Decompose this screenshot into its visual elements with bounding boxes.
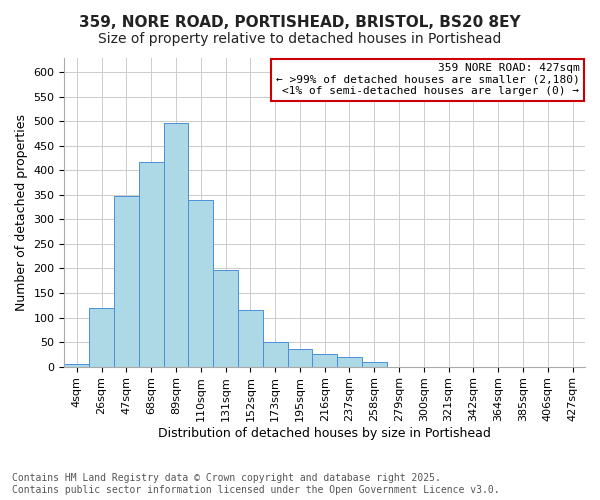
Bar	[89, 308, 114, 366]
Text: Contains HM Land Registry data © Crown copyright and database right 2025.
Contai: Contains HM Land Registry data © Crown c…	[12, 474, 500, 495]
Bar	[164, 123, 188, 366]
Bar	[313, 354, 337, 366]
Text: Size of property relative to detached houses in Portishead: Size of property relative to detached ho…	[98, 32, 502, 46]
X-axis label: Distribution of detached houses by size in Portishead: Distribution of detached houses by size …	[158, 427, 491, 440]
Text: 359, NORE ROAD, PORTISHEAD, BRISTOL, BS20 8EY: 359, NORE ROAD, PORTISHEAD, BRISTOL, BS2…	[79, 15, 521, 30]
Bar	[287, 350, 313, 366]
Bar	[362, 362, 386, 366]
Y-axis label: Number of detached properties: Number of detached properties	[15, 114, 28, 310]
Bar	[139, 162, 164, 366]
Bar	[188, 200, 213, 366]
Bar	[114, 196, 139, 366]
Bar	[263, 342, 287, 366]
Bar	[238, 310, 263, 366]
Bar	[213, 270, 238, 366]
Bar	[337, 357, 362, 366]
Bar	[64, 364, 89, 366]
Text: 359 NORE ROAD: 427sqm
← >99% of detached houses are smaller (2,180)
<1% of semi-: 359 NORE ROAD: 427sqm ← >99% of detached…	[275, 63, 580, 96]
